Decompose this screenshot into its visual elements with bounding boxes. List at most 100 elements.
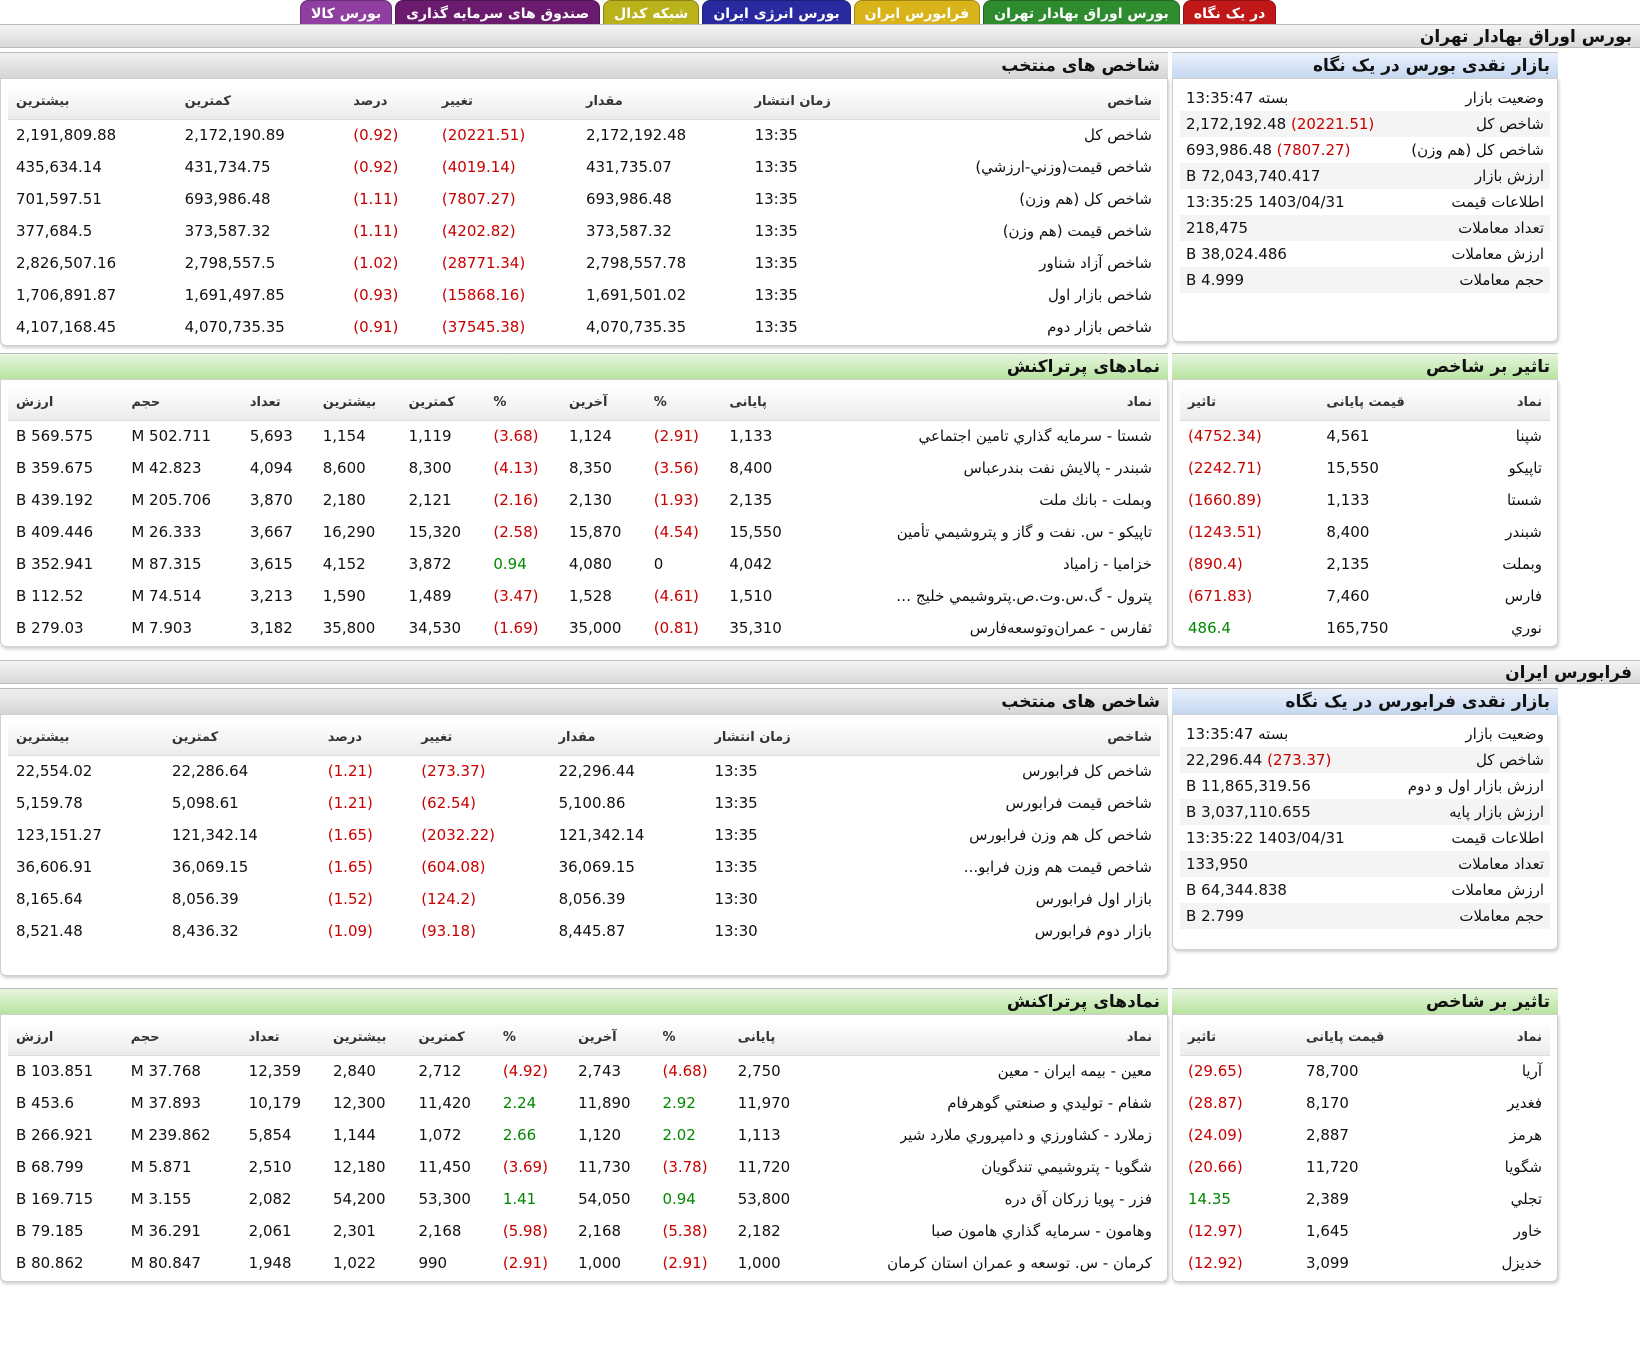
symbol-link[interactable]: تجلي xyxy=(1510,1190,1542,1208)
symbol-link[interactable]: فغدير xyxy=(1507,1094,1542,1112)
cell: 2,712 xyxy=(410,1055,494,1087)
symbol-link[interactable]: خديزل xyxy=(1501,1254,1543,1272)
tab-0[interactable]: بورس کالا xyxy=(300,0,393,26)
cell: 1,144 xyxy=(325,1119,410,1151)
cell-value: 2,082 xyxy=(248,1190,292,1208)
cell: (0.92) xyxy=(345,151,434,183)
cell-value: 1.41 xyxy=(502,1190,537,1208)
cell: 205.706 M xyxy=(123,484,242,516)
cell-value: (4.92) xyxy=(502,1062,548,1081)
cell: (124.2) xyxy=(413,883,550,915)
cell: (4019.14) xyxy=(434,151,578,183)
symbol-link[interactable]: پترول - گ.س.وت.ص.پتروشيمي خليج ف... xyxy=(882,587,1152,605)
cell: 1,000 xyxy=(730,1247,814,1279)
tab-1[interactable]: صندوق های سرمایه گذاری xyxy=(395,0,601,26)
cell: 8,445.87 xyxy=(551,915,707,947)
cell: 693,986.48 xyxy=(578,183,747,215)
row-name: شاخص کل فرابورس xyxy=(848,755,1160,787)
symbol-link[interactable]: شستا - سرمايه گذاري تامين اجتماعي xyxy=(918,427,1152,446)
cell-value: 1,691,501.02 xyxy=(585,286,687,304)
cell: 3,870 xyxy=(242,484,315,516)
symbol-link[interactable]: شاخص کل فرابورس xyxy=(1022,762,1152,781)
column-header: % xyxy=(645,386,722,421)
symbol-link[interactable]: شاخص آزاد شناور xyxy=(1039,254,1152,272)
glance-value: (20221.51) 2,172,192.48 xyxy=(1180,111,1395,137)
tab-2[interactable]: شبکه کدال xyxy=(603,0,700,26)
cell-value: (4.13) xyxy=(493,459,539,477)
cell: 37.893 M xyxy=(123,1087,241,1119)
cell: 13:35 xyxy=(747,183,881,215)
tab-6[interactable]: در یک نگاه xyxy=(1182,0,1277,26)
symbol-link[interactable]: تاپيكو xyxy=(1508,459,1542,477)
symbol-link[interactable]: ثفارس - عمران‌وتوسعه‌فارس xyxy=(969,619,1152,637)
symbol-link[interactable]: شگويا - پتروشيمي تندگويان xyxy=(981,1158,1152,1176)
tab-3[interactable]: بورس انرژی ایران xyxy=(702,0,851,26)
cell: (2.91) xyxy=(654,1247,729,1279)
cell: (4.54) xyxy=(646,516,722,548)
cell: 37.768 M xyxy=(123,1055,241,1087)
row-name: وبملت xyxy=(1464,548,1550,580)
table-row: تاپيكو - س. نفت و گاز و پتروشيمي تأمين 15… xyxy=(8,516,1160,548)
cell-value: 2,191,809.88 xyxy=(16,126,117,145)
cell: 0.94 xyxy=(654,1183,729,1215)
glance-key: ارزش بازار پایه xyxy=(1394,799,1550,825)
symbol-link[interactable]: شپنا xyxy=(1515,427,1542,446)
cell: 7.903 M xyxy=(123,612,242,644)
symbol-link[interactable]: شاخص قیمت فرابورس xyxy=(1005,794,1152,812)
cell: 4,070,735.35 xyxy=(177,311,346,343)
symbol-link[interactable]: خزاميا - زامياد xyxy=(1062,555,1152,573)
symbol-link[interactable]: شبندر - پالايش نفت بندرعباس xyxy=(963,459,1153,477)
cell: 373,587.32 xyxy=(578,215,747,247)
cell-value: 431,735.07 xyxy=(585,158,672,176)
symbol-link[interactable]: شفام - توليدي و صنعتي گوهرفام xyxy=(947,1094,1152,1112)
symbol-link[interactable]: وهامون - سرمايه گذاري هامون صبا xyxy=(931,1222,1152,1240)
symbol-link[interactable]: وبملت - بانك ملت xyxy=(1039,491,1152,509)
table-row: شاخص کل هم وزن فرابورس 13:35 121,342.14 (20… xyxy=(8,819,1160,851)
tab-5[interactable]: بورس اوراق بهادار تهران xyxy=(983,0,1180,26)
symbol-link[interactable]: شاخص کل هم وزن فرابورس xyxy=(969,826,1152,844)
glance-key: تعداد معاملات xyxy=(1394,851,1550,877)
cell-value: 37.893 M xyxy=(130,1094,201,1112)
cell-value: 1,528 xyxy=(568,587,612,605)
symbol-link[interactable]: بازار اول فرابورس xyxy=(1035,890,1152,908)
cell: (0.92) xyxy=(345,119,434,151)
symbol-link[interactable]: شاخص بازار دوم xyxy=(1047,318,1152,336)
symbol-link[interactable]: معين - بيمه ايران - معين xyxy=(997,1062,1152,1081)
column-header: تاثیر xyxy=(1180,1021,1299,1056)
symbol-link[interactable]: نوري xyxy=(1511,619,1542,637)
cell-value: 2,135 xyxy=(729,491,773,509)
symbol-link[interactable]: شاخص قیمت هم وزن فرابو... xyxy=(963,858,1152,876)
cell-value: 26.333 M xyxy=(131,523,202,541)
glance-key: وضعیت بازار xyxy=(1465,725,1544,743)
symbol-link[interactable]: شاخص کل (هم وزن) xyxy=(1019,190,1152,208)
row-name: زملارد - كشاورزي و دامپروري ملارد شير xyxy=(814,1119,1160,1151)
symbol-link[interactable]: شگويا xyxy=(1504,1158,1542,1176)
symbol-link[interactable]: زملارد - كشاورزي و دامپروري ملارد شير xyxy=(899,1126,1152,1144)
tab-4[interactable]: فرابورس ایران xyxy=(853,0,981,26)
symbol-link[interactable]: شبندر xyxy=(1505,523,1542,541)
row-name: فغدير xyxy=(1456,1087,1550,1119)
cell: 431,734.75 xyxy=(177,151,346,183)
symbol-link[interactable]: وبملت xyxy=(1502,555,1542,573)
cell-value: 35,800 xyxy=(322,619,376,637)
tse-impact-panel: تاثیر بر شاخص نماد قیمت پایانی تاثیر شپنا 4,… xyxy=(1172,353,1558,647)
symbol-link[interactable]: بازار دوم فرابورس xyxy=(1034,922,1152,940)
table-row: شاخص کل 13:35 2,172,192.48 (20221.51) (0.92)… xyxy=(8,119,1160,151)
symbol-link[interactable]: شاخص قیمت (هم وزن) xyxy=(1002,222,1152,240)
symbol-link[interactable]: فارس xyxy=(1504,587,1542,605)
glance-key: حجم معاملات xyxy=(1394,903,1550,929)
table-row: شگويا - پتروشيمي تندگويان 11,720 (3.78) 11,… xyxy=(8,1151,1160,1183)
symbol-link[interactable]: شاخص کل xyxy=(1083,126,1152,145)
symbol-link[interactable]: آريا xyxy=(1521,1062,1542,1081)
cell: 12,300 xyxy=(325,1087,410,1119)
symbol-link[interactable]: شاخص قيمت(وزني-ارزشي) xyxy=(975,158,1152,176)
symbol-link[interactable]: شاخص بازار اول xyxy=(1047,286,1152,304)
symbol-link[interactable]: تاپيكو - س. نفت و گاز و پتروشيمي تأمين xyxy=(896,523,1152,541)
symbol-link[interactable]: هرمز xyxy=(1509,1126,1543,1144)
symbol-link[interactable]: خاور xyxy=(1513,1222,1542,1240)
symbol-link[interactable]: فزر - پويا زركان آق دره xyxy=(1004,1190,1152,1208)
symbol-link[interactable]: كرمان - س. توسعه و عمران استان كرمان xyxy=(887,1254,1152,1272)
cell-value: 3.155 M xyxy=(130,1190,192,1208)
symbol-link[interactable]: شستا xyxy=(1506,491,1542,509)
cell: 352.941 B xyxy=(8,548,123,580)
